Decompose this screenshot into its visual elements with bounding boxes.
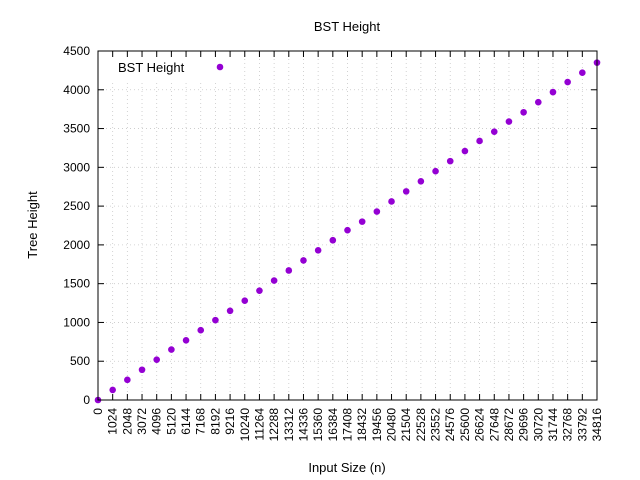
legend-box-background (100, 52, 240, 82)
data-point (153, 356, 161, 363)
x-tick-label: 24576 (443, 408, 457, 442)
x-tick-label: 13312 (282, 408, 296, 442)
x-tick-label: 3072 (135, 408, 149, 435)
x-axis-label: Input Size (n) (308, 460, 385, 475)
data-point (461, 147, 469, 155)
x-tick-label: 27648 (487, 408, 501, 442)
data-point (564, 78, 571, 86)
data-point (490, 128, 498, 135)
x-tick-label: 12288 (267, 408, 281, 442)
data-point (241, 297, 249, 305)
x-tick-label: 21504 (399, 408, 413, 442)
data-point (417, 177, 425, 185)
data-point (520, 108, 527, 116)
data-point (197, 326, 205, 334)
y-tick-label: 2500 (63, 199, 90, 213)
data-point (329, 236, 337, 244)
legend: BST Height (118, 60, 224, 75)
y-tick-label: 3500 (63, 122, 90, 136)
x-tick-label: 18432 (355, 408, 369, 442)
x-tick-label: 19456 (370, 408, 384, 442)
x-tick-label: 11264 (252, 408, 266, 441)
plot-frame (97, 50, 598, 401)
x-tick-label: 16384 (326, 408, 340, 442)
legend-marker-bst-height (216, 63, 224, 71)
x-tick-label: 20480 (385, 408, 399, 442)
y-tick-label: 2000 (63, 238, 90, 252)
data-point (182, 336, 190, 344)
x-tick-label: 26624 (473, 408, 487, 442)
data-point (300, 257, 307, 264)
data-point (270, 277, 278, 284)
y-tick-label: 1500 (63, 277, 90, 291)
x-tick-label: 31744 (546, 408, 560, 442)
x-tick-label: 17408 (341, 408, 355, 442)
y-axis-label: Tree Height (25, 191, 40, 259)
data-point (256, 287, 263, 294)
data-point (432, 167, 439, 175)
x-tick-label: 25600 (458, 408, 472, 442)
data-point (534, 98, 542, 106)
data-point (402, 188, 410, 195)
x-tick-label: 0 (91, 408, 105, 415)
y-tick-label: 4000 (63, 83, 90, 97)
x-tick-label: 10240 (238, 408, 252, 442)
x-tick-label: 28672 (502, 408, 516, 442)
y-tick-label: 0 (83, 393, 90, 407)
x-tick-label: 6144 (179, 408, 193, 435)
data-point (124, 376, 131, 384)
x-tick-label: 4096 (150, 408, 164, 435)
x-tick-label: 32768 (561, 408, 575, 442)
y-tick-label: 500 (70, 354, 90, 368)
y-tick-label: 1000 (63, 315, 90, 329)
x-tick-label: 23552 (429, 408, 443, 442)
data-point (476, 137, 483, 145)
data-point (314, 247, 322, 254)
x-tick-label: 5120 (164, 408, 178, 435)
data-point (212, 316, 219, 324)
data-point (138, 366, 146, 374)
data-point (446, 157, 454, 165)
x-tick-label: 14336 (296, 408, 310, 442)
x-tick-label: 33792 (575, 408, 589, 442)
x-tick-label: 30720 (531, 408, 545, 442)
data-point (373, 208, 381, 215)
y-tick-label: 3000 (63, 160, 90, 174)
x-tick-label: 22528 (414, 408, 428, 442)
data-point (226, 307, 234, 315)
data-point (344, 226, 351, 234)
x-tick-label: 7168 (194, 408, 208, 435)
data-point (388, 198, 395, 205)
x-tick-label: 8192 (208, 408, 222, 435)
x-tick-label: 2048 (120, 408, 134, 435)
data-point (505, 118, 513, 125)
data-point (168, 346, 175, 353)
data-point (549, 88, 557, 96)
y-tick-label: 4500 (63, 44, 90, 58)
x-tick-label: 9216 (223, 408, 237, 435)
x-tick-label: 1024 (106, 408, 120, 435)
x-tick-label: 29696 (517, 408, 531, 442)
data-point (579, 69, 586, 77)
data-point (285, 267, 293, 274)
data-points (94, 59, 601, 404)
legend-label-bst-height: BST Height (118, 60, 185, 75)
x-tick-label: 15360 (311, 408, 325, 442)
x-tick-label: 34816 (590, 408, 604, 442)
data-point (109, 386, 116, 394)
data-point (358, 218, 366, 225)
chart-title: BST Height (314, 19, 381, 34)
